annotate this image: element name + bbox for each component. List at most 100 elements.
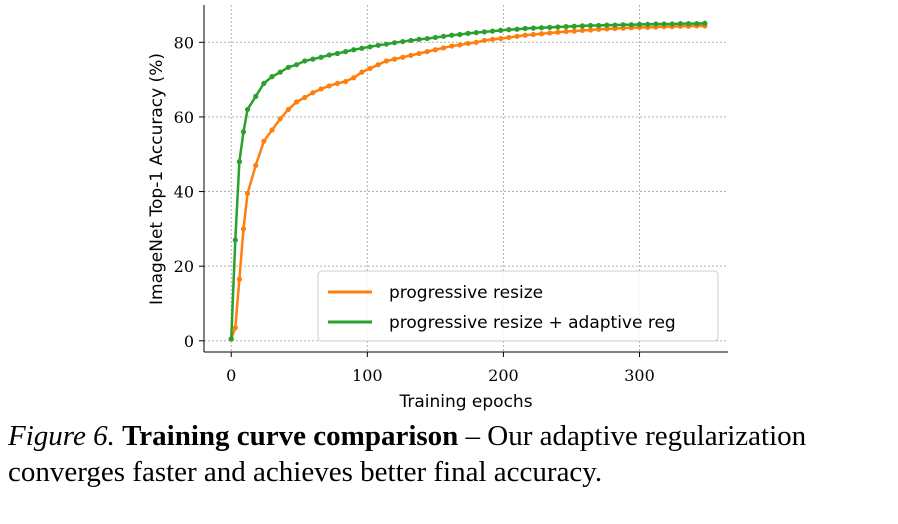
data-point-adaptive-reg bbox=[547, 24, 553, 30]
data-point-progressive-resize bbox=[400, 54, 406, 60]
data-point-adaptive-reg bbox=[416, 36, 422, 42]
series bbox=[228, 20, 708, 342]
data-point-progressive-resize bbox=[416, 50, 422, 57]
data-point-progressive-resize bbox=[473, 39, 479, 45]
data-point-progressive-resize bbox=[334, 80, 340, 86]
data-point-progressive-resize bbox=[236, 276, 242, 282]
data-point-adaptive-reg bbox=[620, 22, 626, 28]
data-point-adaptive-reg bbox=[571, 23, 577, 29]
data-point-adaptive-reg bbox=[424, 35, 430, 42]
data-point-progressive-resize bbox=[408, 52, 414, 58]
data-point-adaptive-reg bbox=[677, 21, 683, 27]
data-point-adaptive-reg bbox=[449, 32, 455, 38]
ticks: 0 100 200 300 0 20 40 60 80 bbox=[174, 33, 655, 385]
data-point-progressive-resize bbox=[563, 28, 569, 35]
data-point-adaptive-reg bbox=[661, 21, 667, 27]
data-point-progressive-resize bbox=[587, 27, 594, 33]
data-point-progressive-resize bbox=[261, 138, 267, 144]
data-point-adaptive-reg bbox=[506, 27, 512, 33]
data-point-adaptive-reg bbox=[530, 25, 536, 31]
data-point-progressive-resize bbox=[530, 31, 536, 38]
data-point-adaptive-reg bbox=[432, 34, 438, 41]
data-point-adaptive-reg bbox=[228, 336, 234, 342]
data-point-progressive-resize bbox=[547, 30, 553, 36]
data-point-progressive-resize bbox=[555, 29, 561, 35]
data-point-progressive-resize bbox=[391, 56, 398, 62]
series-adaptive-reg bbox=[228, 20, 708, 342]
data-point-adaptive-reg bbox=[383, 41, 389, 47]
data-point-adaptive-reg bbox=[457, 31, 463, 38]
data-point-progressive-resize bbox=[318, 86, 324, 92]
data-point-progressive-resize bbox=[432, 47, 438, 53]
data-point-adaptive-reg bbox=[391, 40, 398, 46]
data-point-adaptive-reg bbox=[669, 21, 675, 27]
data-point-adaptive-reg bbox=[555, 24, 561, 30]
data-point-adaptive-reg bbox=[302, 58, 308, 64]
data-point-adaptive-reg bbox=[694, 21, 700, 27]
data-point-progressive-resize bbox=[424, 49, 430, 55]
data-point-adaptive-reg bbox=[253, 93, 259, 100]
data-point-adaptive-reg bbox=[293, 62, 300, 68]
data-point-progressive-resize bbox=[579, 27, 585, 33]
data-point-adaptive-reg bbox=[359, 45, 365, 51]
y-tick-label: 40 bbox=[174, 183, 194, 202]
data-point-adaptive-reg bbox=[285, 64, 291, 70]
data-point-progressive-resize bbox=[277, 116, 283, 122]
data-point-progressive-resize bbox=[351, 75, 357, 81]
x-tick-label: 200 bbox=[488, 366, 519, 385]
data-point-adaptive-reg bbox=[318, 54, 324, 60]
data-point-progressive-resize bbox=[440, 45, 447, 51]
legend-box bbox=[317, 270, 719, 342]
data-point-adaptive-reg bbox=[481, 29, 487, 35]
data-point-progressive-resize bbox=[604, 26, 610, 32]
data-point-adaptive-reg bbox=[232, 237, 238, 243]
data-point-progressive-resize bbox=[481, 37, 487, 44]
data-point-progressive-resize bbox=[465, 40, 471, 47]
data-point-adaptive-reg bbox=[236, 159, 242, 165]
data-point-adaptive-reg bbox=[587, 22, 594, 29]
data-point-progressive-resize bbox=[269, 127, 275, 133]
data-point-progressive-resize bbox=[375, 62, 381, 68]
data-point-adaptive-reg bbox=[269, 74, 275, 80]
legend: progressive resize progressive resize + … bbox=[317, 270, 719, 342]
data-point-adaptive-reg bbox=[334, 50, 340, 57]
data-point-progressive-resize bbox=[285, 106, 291, 113]
chart: 0 100 200 300 0 20 40 60 80 Training epochs Imag… bbox=[147, 5, 728, 412]
data-point-progressive-resize bbox=[449, 43, 455, 49]
data-point-progressive-resize bbox=[538, 31, 545, 37]
data-point-adaptive-reg bbox=[375, 42, 381, 48]
data-point-progressive-resize bbox=[596, 26, 602, 32]
data-point-adaptive-reg bbox=[351, 47, 357, 53]
data-point-progressive-resize bbox=[506, 34, 512, 41]
data-point-adaptive-reg bbox=[240, 129, 247, 135]
data-point-progressive-resize bbox=[383, 58, 389, 64]
data-point-adaptive-reg bbox=[596, 22, 602, 29]
data-point-adaptive-reg bbox=[400, 38, 406, 45]
data-point-adaptive-reg bbox=[440, 33, 447, 39]
data-point-adaptive-reg bbox=[628, 22, 634, 28]
data-point-adaptive-reg bbox=[465, 30, 471, 36]
data-point-progressive-resize bbox=[571, 28, 577, 34]
data-point-adaptive-reg bbox=[408, 37, 414, 44]
data-point-progressive-resize bbox=[367, 65, 373, 72]
data-point-adaptive-reg bbox=[489, 28, 496, 34]
axes bbox=[203, 5, 728, 353]
data-point-adaptive-reg bbox=[538, 25, 545, 31]
data-point-adaptive-reg bbox=[498, 27, 504, 33]
legend-label-adaptive-reg: progressive resize + adaptive reg bbox=[389, 313, 676, 333]
data-point-progressive-resize bbox=[293, 99, 300, 105]
data-point-adaptive-reg bbox=[514, 26, 520, 32]
data-point-progressive-resize bbox=[359, 69, 365, 75]
caption-label: Figure 6. bbox=[8, 420, 115, 452]
legend-label-progressive-resize: progressive resize bbox=[389, 283, 543, 303]
data-point-adaptive-reg bbox=[612, 22, 618, 28]
data-point-progressive-resize bbox=[232, 325, 238, 331]
x-tick-label: 0 bbox=[226, 366, 236, 385]
data-point-progressive-resize bbox=[240, 226, 247, 232]
data-point-progressive-resize bbox=[489, 36, 496, 42]
data-point-adaptive-reg bbox=[604, 22, 610, 28]
data-point-adaptive-reg bbox=[326, 52, 332, 58]
data-point-adaptive-reg bbox=[367, 44, 373, 50]
caption-text: – Our adaptive regularization converges … bbox=[8, 420, 807, 488]
data-point-progressive-resize bbox=[522, 32, 528, 38]
